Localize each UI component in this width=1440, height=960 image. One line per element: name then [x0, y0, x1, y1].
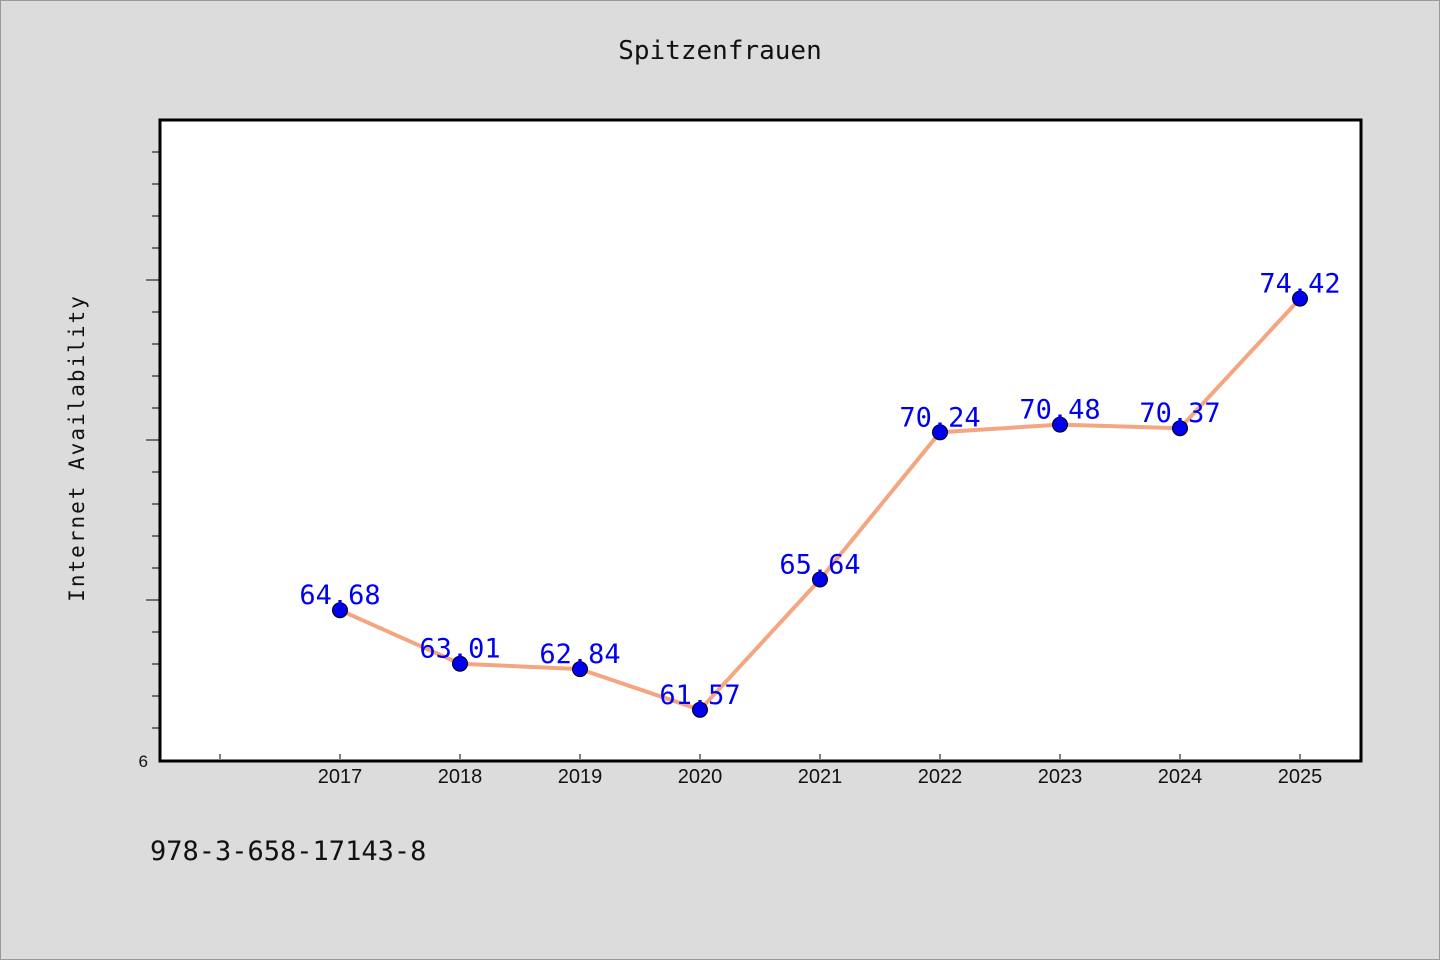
data-point — [572, 661, 588, 678]
x-tick-label: 2021 — [798, 766, 843, 788]
x-ticks — [219, 754, 1301, 759]
data-point — [1172, 420, 1188, 437]
data-point — [332, 602, 348, 619]
x-tick-label: 2020 — [678, 766, 723, 788]
data-point — [452, 655, 468, 672]
data-label: 62.84 — [539, 639, 620, 670]
data-label: 70.24 — [899, 402, 980, 433]
data-labels: 64.68 63.01 62.84 61.57 65.64 70.24 70.48 70.37… — [299, 269, 1340, 711]
data-point — [812, 571, 828, 588]
data-point — [1292, 290, 1308, 307]
plot-area — [158, 118, 1363, 763]
x-tick-label: 2022 — [918, 766, 963, 788]
x-tick-label: 2023 — [1038, 766, 1083, 788]
x-tick-label: 2018 — [438, 766, 483, 788]
x-tick-label: 2019 — [558, 766, 603, 788]
data-label: 64.68 — [299, 580, 380, 611]
data-point — [692, 701, 708, 718]
data-point — [932, 424, 948, 441]
x-tick-labels: 2017 2018 2019 2020 2021 2022 2023 2024 2025 — [318, 766, 1323, 788]
data-label: 63.01 — [419, 634, 500, 665]
y-tick-label: 6 — [139, 752, 148, 771]
data-label: 70.37 — [1139, 398, 1220, 429]
data-label: 65.64 — [779, 550, 860, 581]
chart-title: Spitzenfrauen — [618, 36, 822, 66]
data-label: 61.57 — [659, 680, 740, 711]
data-point — [1052, 416, 1068, 433]
x-tick-label: 2017 — [318, 766, 363, 788]
data-label: 70.48 — [1019, 395, 1100, 426]
data-points — [332, 290, 1308, 718]
x-tick-label: 2024 — [1158, 766, 1203, 788]
data-label: 74.42 — [1259, 269, 1340, 300]
x-tick-label: 2025 — [1278, 766, 1323, 788]
footer-isbn: 978-3-658-17143-8 — [150, 836, 427, 867]
y-ticks — [146, 151, 160, 729]
